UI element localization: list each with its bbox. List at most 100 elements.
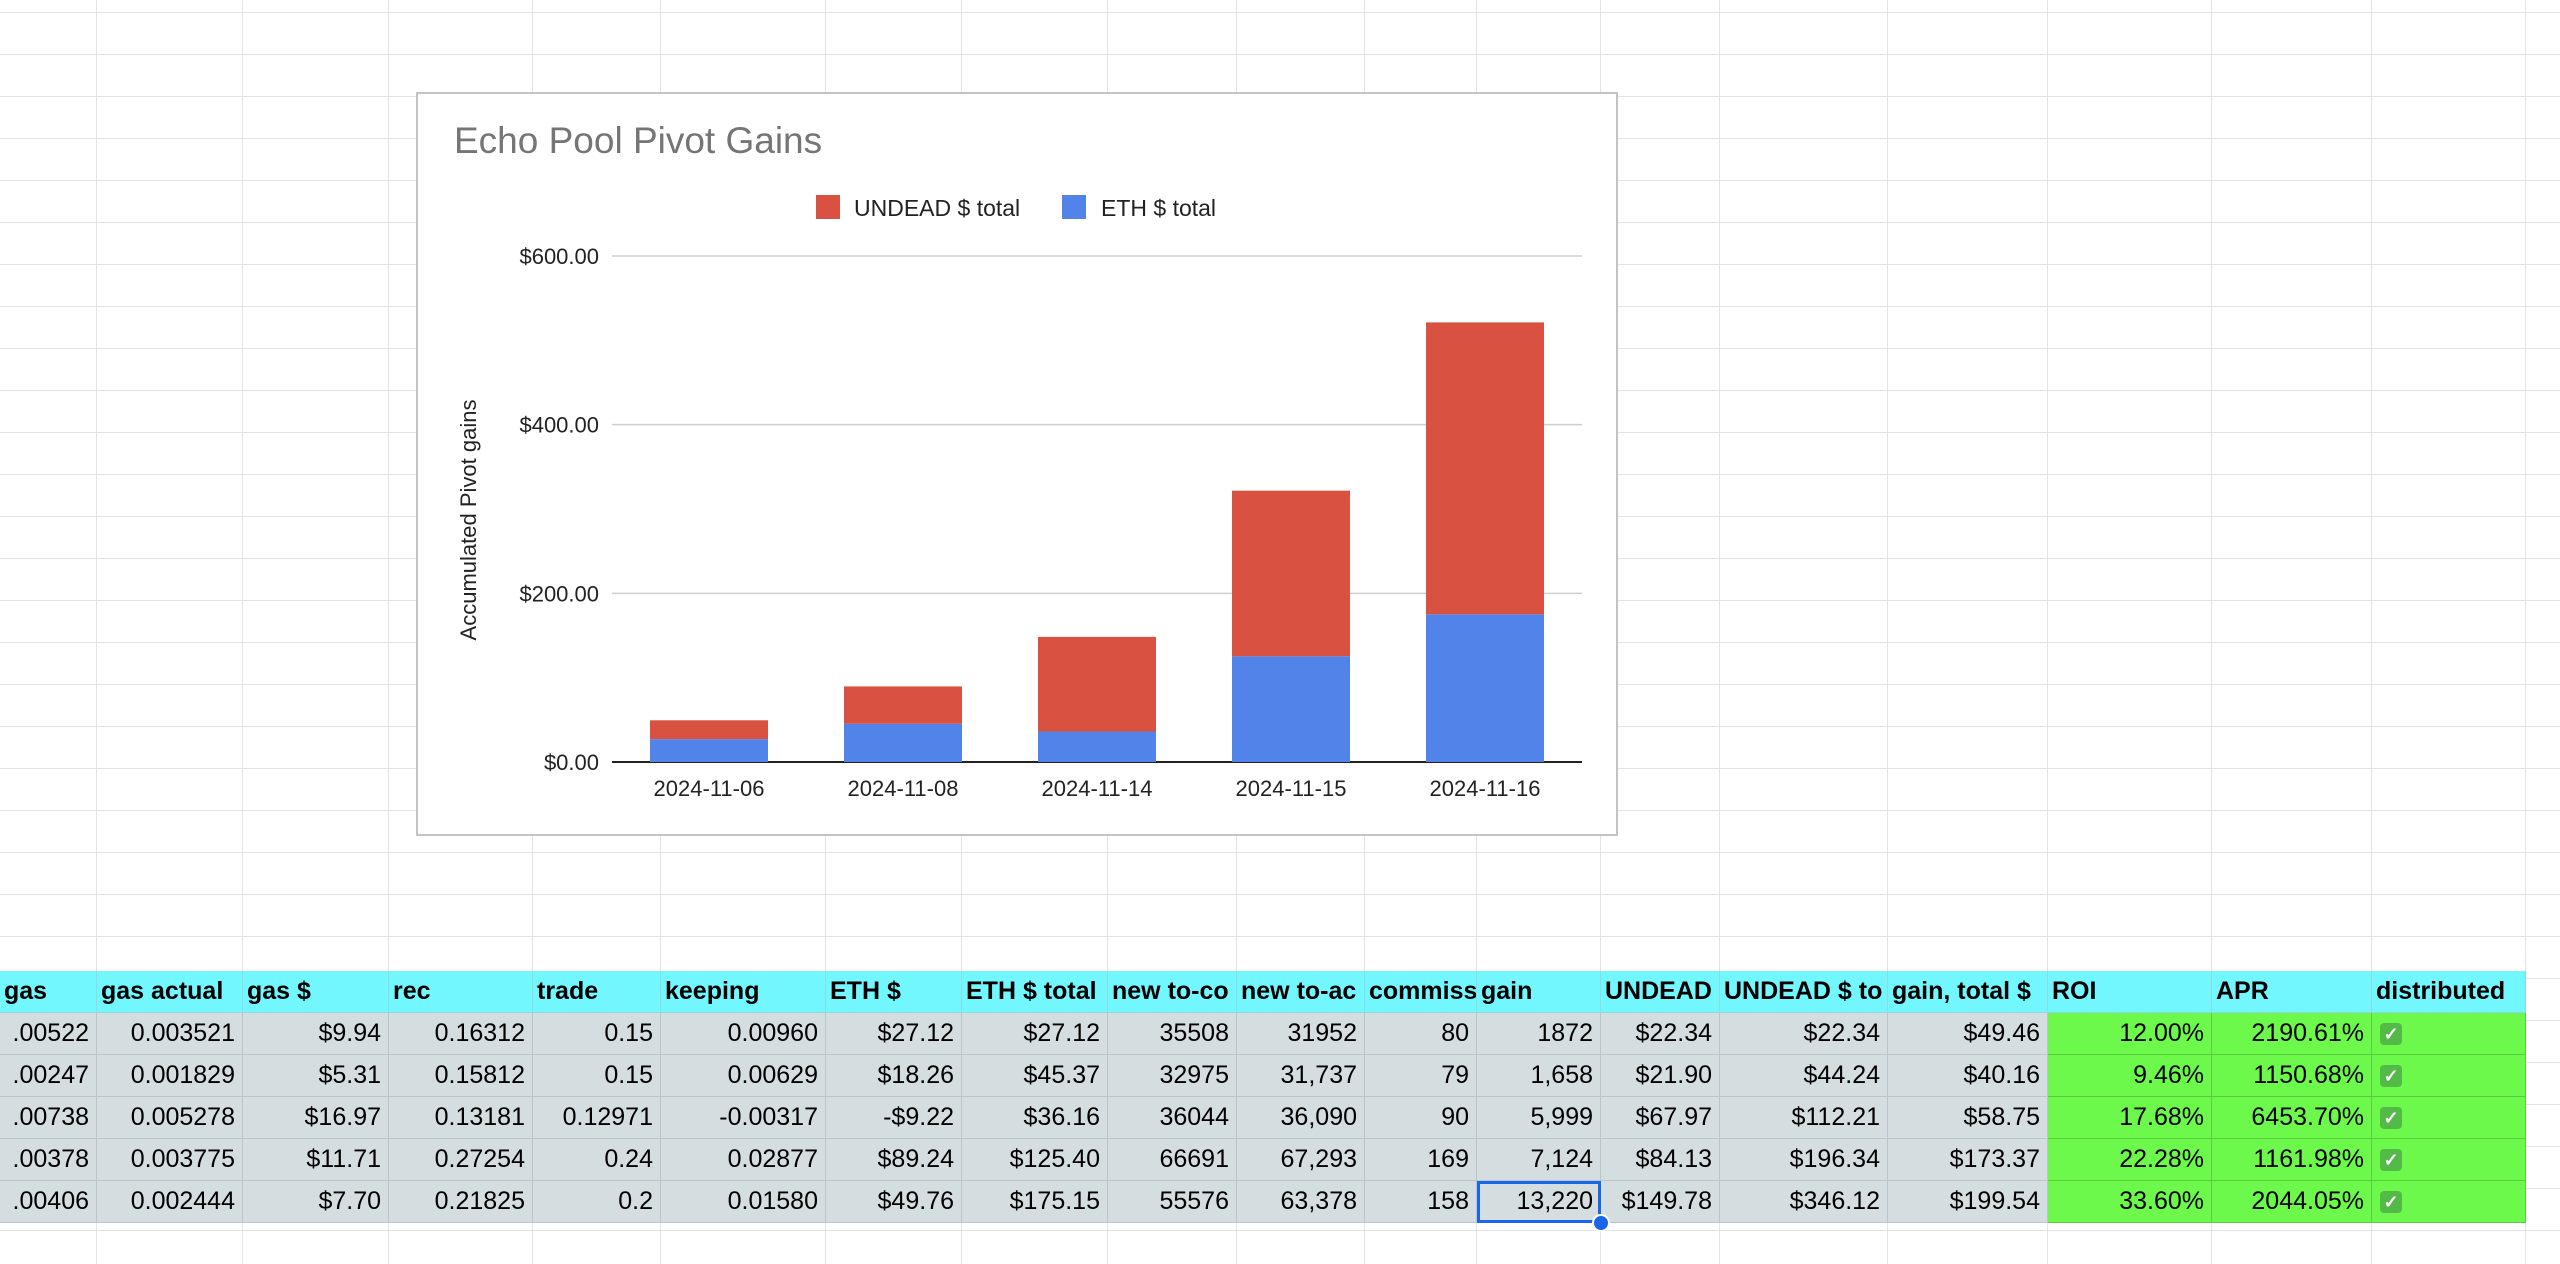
table-cell[interactable]: $84.13 <box>1601 1139 1720 1181</box>
column-header[interactable]: gas actual <box>97 971 243 1013</box>
table-cell[interactable]: -$9.22 <box>826 1097 962 1139</box>
table-cell[interactable]: 0.13181 <box>389 1097 533 1139</box>
distributed-check-cell[interactable]: ✓ <box>2372 1181 2526 1223</box>
table-cell[interactable]: $18.26 <box>826 1055 962 1097</box>
table-cell[interactable]: 5,999 <box>1477 1097 1601 1139</box>
table-cell[interactable]: $5.31 <box>243 1055 389 1097</box>
table-cell[interactable]: 31952 <box>1237 1013 1365 1055</box>
column-header[interactable]: trade <box>533 971 661 1013</box>
column-header[interactable]: gas $ <box>243 971 389 1013</box>
table-cell[interactable]: 158 <box>1365 1181 1477 1223</box>
table-cell[interactable]: $125.40 <box>962 1139 1108 1181</box>
bar-undead-total-2024-11-08[interactable] <box>844 686 962 724</box>
table-cell[interactable]: $22.34 <box>1720 1013 1888 1055</box>
table-cell[interactable]: $36.16 <box>962 1097 1108 1139</box>
table-cell[interactable]: 0.00629 <box>661 1055 826 1097</box>
column-header[interactable]: gain <box>1477 971 1601 1013</box>
distributed-check-cell[interactable]: ✓ <box>2372 1055 2526 1097</box>
table-cell[interactable]: $27.12 <box>826 1013 962 1055</box>
table-cell[interactable]: 55576 <box>1108 1181 1237 1223</box>
table-cell[interactable]: .00522 <box>0 1013 97 1055</box>
bar-undead-total-2024-11-15[interactable] <box>1232 490 1350 657</box>
table-cell[interactable]: 0.003521 <box>97 1013 243 1055</box>
table-cell[interactable]: 67,293 <box>1237 1139 1365 1181</box>
table-cell[interactable]: $49.46 <box>1888 1013 2048 1055</box>
table-cell[interactable]: 17.68% <box>2048 1097 2212 1139</box>
table-cell[interactable]: 169 <box>1365 1139 1477 1181</box>
table-cell[interactable]: 0.24 <box>533 1139 661 1181</box>
table-cell[interactable]: 0.21825 <box>389 1181 533 1223</box>
table-cell[interactable]: $346.12 <box>1720 1181 1888 1223</box>
table-cell[interactable]: 2044.05% <box>2212 1181 2372 1223</box>
table-cell[interactable]: 79 <box>1365 1055 1477 1097</box>
table-cell[interactable]: 31,737 <box>1237 1055 1365 1097</box>
bar-eth-total-2024-11-16[interactable] <box>1426 614 1544 762</box>
column-header[interactable]: new to-ac <box>1237 971 1365 1013</box>
table-cell[interactable]: $89.24 <box>826 1139 962 1181</box>
column-header[interactable]: commiss <box>1365 971 1477 1013</box>
table-cell[interactable]: .00406 <box>0 1181 97 1223</box>
column-header[interactable]: new to-co <box>1108 971 1237 1013</box>
table-cell[interactable]: 12.00% <box>2048 1013 2212 1055</box>
column-header[interactable]: gain, total $ <box>1888 971 2048 1013</box>
distributed-check-cell[interactable]: ✓ <box>2372 1097 2526 1139</box>
table-cell[interactable]: $11.71 <box>243 1139 389 1181</box>
table-cell[interactable]: 32975 <box>1108 1055 1237 1097</box>
table-cell[interactable]: 2190.61% <box>2212 1013 2372 1055</box>
table-cell[interactable]: $49.76 <box>826 1181 962 1223</box>
table-cell[interactable]: 1872 <box>1477 1013 1601 1055</box>
table-cell[interactable]: 0.02877 <box>661 1139 826 1181</box>
column-header[interactable]: UNDEAD $ to <box>1720 971 1888 1013</box>
table-cell[interactable]: $21.90 <box>1601 1055 1720 1097</box>
table-cell[interactable]: 1150.68% <box>2212 1055 2372 1097</box>
table-cell[interactable]: 6453.70% <box>2212 1097 2372 1139</box>
table-cell[interactable]: $149.78 <box>1601 1181 1720 1223</box>
table-cell[interactable]: $40.16 <box>1888 1055 2048 1097</box>
column-header[interactable]: APR <box>2212 971 2372 1013</box>
bar-undead-total-2024-11-14[interactable] <box>1038 636 1156 732</box>
table-cell[interactable]: 0.27254 <box>389 1139 533 1181</box>
bar-undead-total-2024-11-06[interactable] <box>650 720 768 740</box>
chart[interactable]: Echo Pool Pivot Gains UNDEAD $ total ETH… <box>416 92 1618 836</box>
table-cell[interactable]: $112.21 <box>1720 1097 1888 1139</box>
table-cell[interactable]: $196.34 <box>1720 1139 1888 1181</box>
table-cell[interactable]: .00738 <box>0 1097 97 1139</box>
table-cell[interactable]: $67.97 <box>1601 1097 1720 1139</box>
table-cell[interactable]: $199.54 <box>1888 1181 2048 1223</box>
table-cell[interactable]: $45.37 <box>962 1055 1108 1097</box>
table-cell[interactable]: 7,124 <box>1477 1139 1601 1181</box>
table-cell[interactable]: $44.24 <box>1720 1055 1888 1097</box>
table-cell[interactable]: .00378 <box>0 1139 97 1181</box>
table-cell[interactable]: 0.001829 <box>97 1055 243 1097</box>
table-cell[interactable]: $173.37 <box>1888 1139 2048 1181</box>
table-cell[interactable]: $175.15 <box>962 1181 1108 1223</box>
bar-eth-total-2024-11-15[interactable] <box>1232 656 1350 762</box>
table-cell[interactable]: 0.12971 <box>533 1097 661 1139</box>
bar-eth-total-2024-11-14[interactable] <box>1038 731 1156 762</box>
table-cell[interactable]: 0.005278 <box>97 1097 243 1139</box>
table-cell[interactable]: 1161.98% <box>2212 1139 2372 1181</box>
table-cell[interactable]: $27.12 <box>962 1013 1108 1055</box>
column-header[interactable]: rec <box>389 971 533 1013</box>
table-cell[interactable]: 35508 <box>1108 1013 1237 1055</box>
table-cell[interactable]: 36,090 <box>1237 1097 1365 1139</box>
table-cell[interactable]: 0.15812 <box>389 1055 533 1097</box>
table-cell[interactable]: 0.15 <box>533 1013 661 1055</box>
table-cell[interactable]: $16.97 <box>243 1097 389 1139</box>
bar-eth-total-2024-11-06[interactable] <box>650 739 768 762</box>
selection-fill-handle[interactable] <box>1592 1214 1610 1232</box>
table-cell[interactable]: 9.46% <box>2048 1055 2212 1097</box>
table-cell[interactable]: 22.28% <box>2048 1139 2212 1181</box>
table-cell[interactable]: 80 <box>1365 1013 1477 1055</box>
table-cell[interactable]: 0.002444 <box>97 1181 243 1223</box>
column-header[interactable]: gas <box>0 971 97 1013</box>
table-cell[interactable]: .00247 <box>0 1055 97 1097</box>
selected-cell[interactable]: 13,220 <box>1477 1181 1601 1223</box>
distributed-check-cell[interactable]: ✓ <box>2372 1013 2526 1055</box>
table-cell[interactable]: 36044 <box>1108 1097 1237 1139</box>
bar-eth-total-2024-11-08[interactable] <box>844 723 962 762</box>
table-cell[interactable]: 90 <box>1365 1097 1477 1139</box>
table-cell[interactable]: 0.15 <box>533 1055 661 1097</box>
bar-undead-total-2024-11-16[interactable] <box>1426 322 1544 615</box>
